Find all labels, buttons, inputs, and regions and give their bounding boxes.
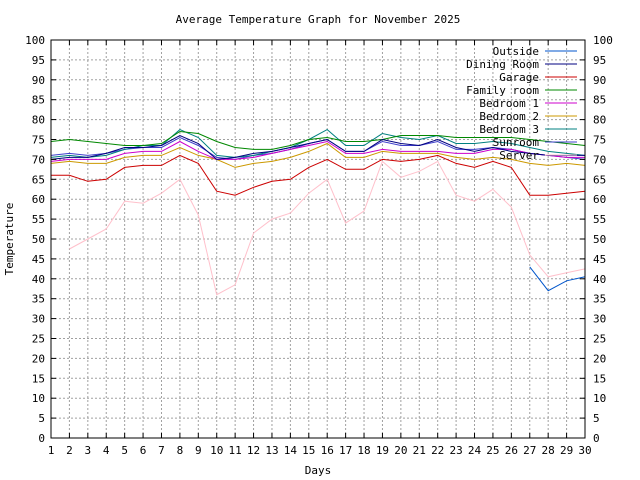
x-tick-label: 16 xyxy=(321,444,334,457)
y-tick-label: 20 xyxy=(32,352,45,365)
x-tick-label: 2 xyxy=(66,444,73,457)
legend-label: Dining Room xyxy=(466,58,539,71)
y-tick-label: 40 xyxy=(32,273,45,286)
series-lines xyxy=(50,128,586,296)
x-tick-label: 18 xyxy=(357,444,370,457)
y-tick-label-right: 60 xyxy=(593,193,606,206)
y-tick-label: 50 xyxy=(32,233,45,246)
series-line-outside xyxy=(529,266,586,292)
y-tick-label: 55 xyxy=(32,213,45,226)
y-tick-label-right: 50 xyxy=(593,233,606,246)
legend-label: Garage xyxy=(499,71,539,84)
legend-label: Sunroom xyxy=(493,136,540,149)
x-tick-label: 27 xyxy=(523,444,536,457)
y-tick-label: 65 xyxy=(32,173,45,186)
y-tick-label-right: 90 xyxy=(593,74,606,87)
y-tick-label: 0 xyxy=(38,432,45,445)
x-tick-label: 3 xyxy=(85,444,92,457)
series-line-bedroom-2 xyxy=(50,142,586,168)
y-tick-label-right: 40 xyxy=(593,273,606,286)
y-tick-label: 80 xyxy=(32,114,45,127)
y-tick-label-right: 15 xyxy=(593,372,606,385)
x-tick-label: 10 xyxy=(210,444,223,457)
x-tick-label: 19 xyxy=(376,444,389,457)
x-tick-label: 13 xyxy=(265,444,278,457)
legend-label: Outside xyxy=(493,45,539,58)
x-tick-label: 5 xyxy=(121,444,128,457)
x-tick-label: 29 xyxy=(560,444,573,457)
y-tick-label: 5 xyxy=(38,412,45,425)
y-tick-label: 45 xyxy=(32,253,45,266)
y-tick-label-right: 0 xyxy=(593,432,600,445)
x-tick-label: 4 xyxy=(103,444,110,457)
y-tick-label-right: 75 xyxy=(593,134,606,147)
gridlines xyxy=(51,40,585,438)
x-tick-label: 15 xyxy=(302,444,315,457)
series-line-family-room xyxy=(50,130,586,150)
y-tick-label: 10 xyxy=(32,392,45,405)
x-tick-label: 14 xyxy=(284,444,298,457)
y-tick-label: 70 xyxy=(32,153,45,166)
x-tick-label: 23 xyxy=(449,444,462,457)
legend-label: Bedroom 3 xyxy=(479,123,539,136)
series-line-server xyxy=(69,160,586,296)
y-tick-label: 90 xyxy=(32,74,45,87)
legend-label: Family room xyxy=(466,84,539,97)
x-tick-label: 9 xyxy=(195,444,202,457)
y-tick-label-right: 25 xyxy=(593,333,606,346)
y-tick-label-right: 70 xyxy=(593,153,606,166)
x-tick-label: 6 xyxy=(140,444,147,457)
legend-label: Server xyxy=(499,149,539,162)
y-tick-label: 15 xyxy=(32,372,45,385)
y-tick-label-right: 30 xyxy=(593,313,606,326)
y-tick-label: 100 xyxy=(25,34,45,47)
y-tick-label-right: 100 xyxy=(593,34,613,47)
y-tick-label: 75 xyxy=(32,134,45,147)
y-tick-label-right: 35 xyxy=(593,293,606,306)
y-tick-label: 60 xyxy=(32,193,45,206)
y-tick-label-right: 65 xyxy=(593,173,606,186)
y-tick-label: 35 xyxy=(32,293,45,306)
x-tick-label: 1 xyxy=(48,444,55,457)
y-axis-label: Temperature xyxy=(3,203,16,276)
y-tick-label-right: 95 xyxy=(593,54,606,67)
series-line-bedroom-1 xyxy=(50,140,585,162)
y-tick-label: 30 xyxy=(32,313,45,326)
x-tick-label: 24 xyxy=(468,444,482,457)
chart-title: Average Temperature Graph for November 2… xyxy=(176,13,461,26)
y-tick-label-right: 85 xyxy=(593,94,606,107)
y-tick-label: 95 xyxy=(32,54,45,67)
x-tick-label: 17 xyxy=(339,444,352,457)
y-tick-label-right: 45 xyxy=(593,253,606,266)
y-tick-label-right: 10 xyxy=(593,392,606,405)
x-tick-label: 28 xyxy=(542,444,555,457)
x-tick-label: 21 xyxy=(413,444,426,457)
x-tick-label: 30 xyxy=(578,444,591,457)
x-tick-label: 26 xyxy=(505,444,518,457)
x-tick-label: 25 xyxy=(486,444,499,457)
legend-label: Bedroom 2 xyxy=(479,110,539,123)
x-tick-label: 22 xyxy=(431,444,444,457)
y-tick-label: 25 xyxy=(32,333,45,346)
y-tick-label-right: 20 xyxy=(593,352,606,365)
x-axis-label: Days xyxy=(305,464,332,477)
legend-label: Bedroom 1 xyxy=(479,97,539,110)
x-tick-label: 12 xyxy=(247,444,260,457)
x-tick-label: 8 xyxy=(177,444,184,457)
y-tick-label-right: 80 xyxy=(593,114,606,127)
x-tick-label: 11 xyxy=(229,444,242,457)
y-tick-label-right: 55 xyxy=(593,213,606,226)
series-line-dining-room xyxy=(50,134,585,160)
y-tick-label-right: 5 xyxy=(593,412,600,425)
y-tick-label: 85 xyxy=(32,94,45,107)
x-tick-label: 20 xyxy=(394,444,407,457)
series-line-bedroom-3 xyxy=(50,128,586,158)
x-tick-label: 7 xyxy=(158,444,165,457)
series-line-garage xyxy=(51,154,586,196)
